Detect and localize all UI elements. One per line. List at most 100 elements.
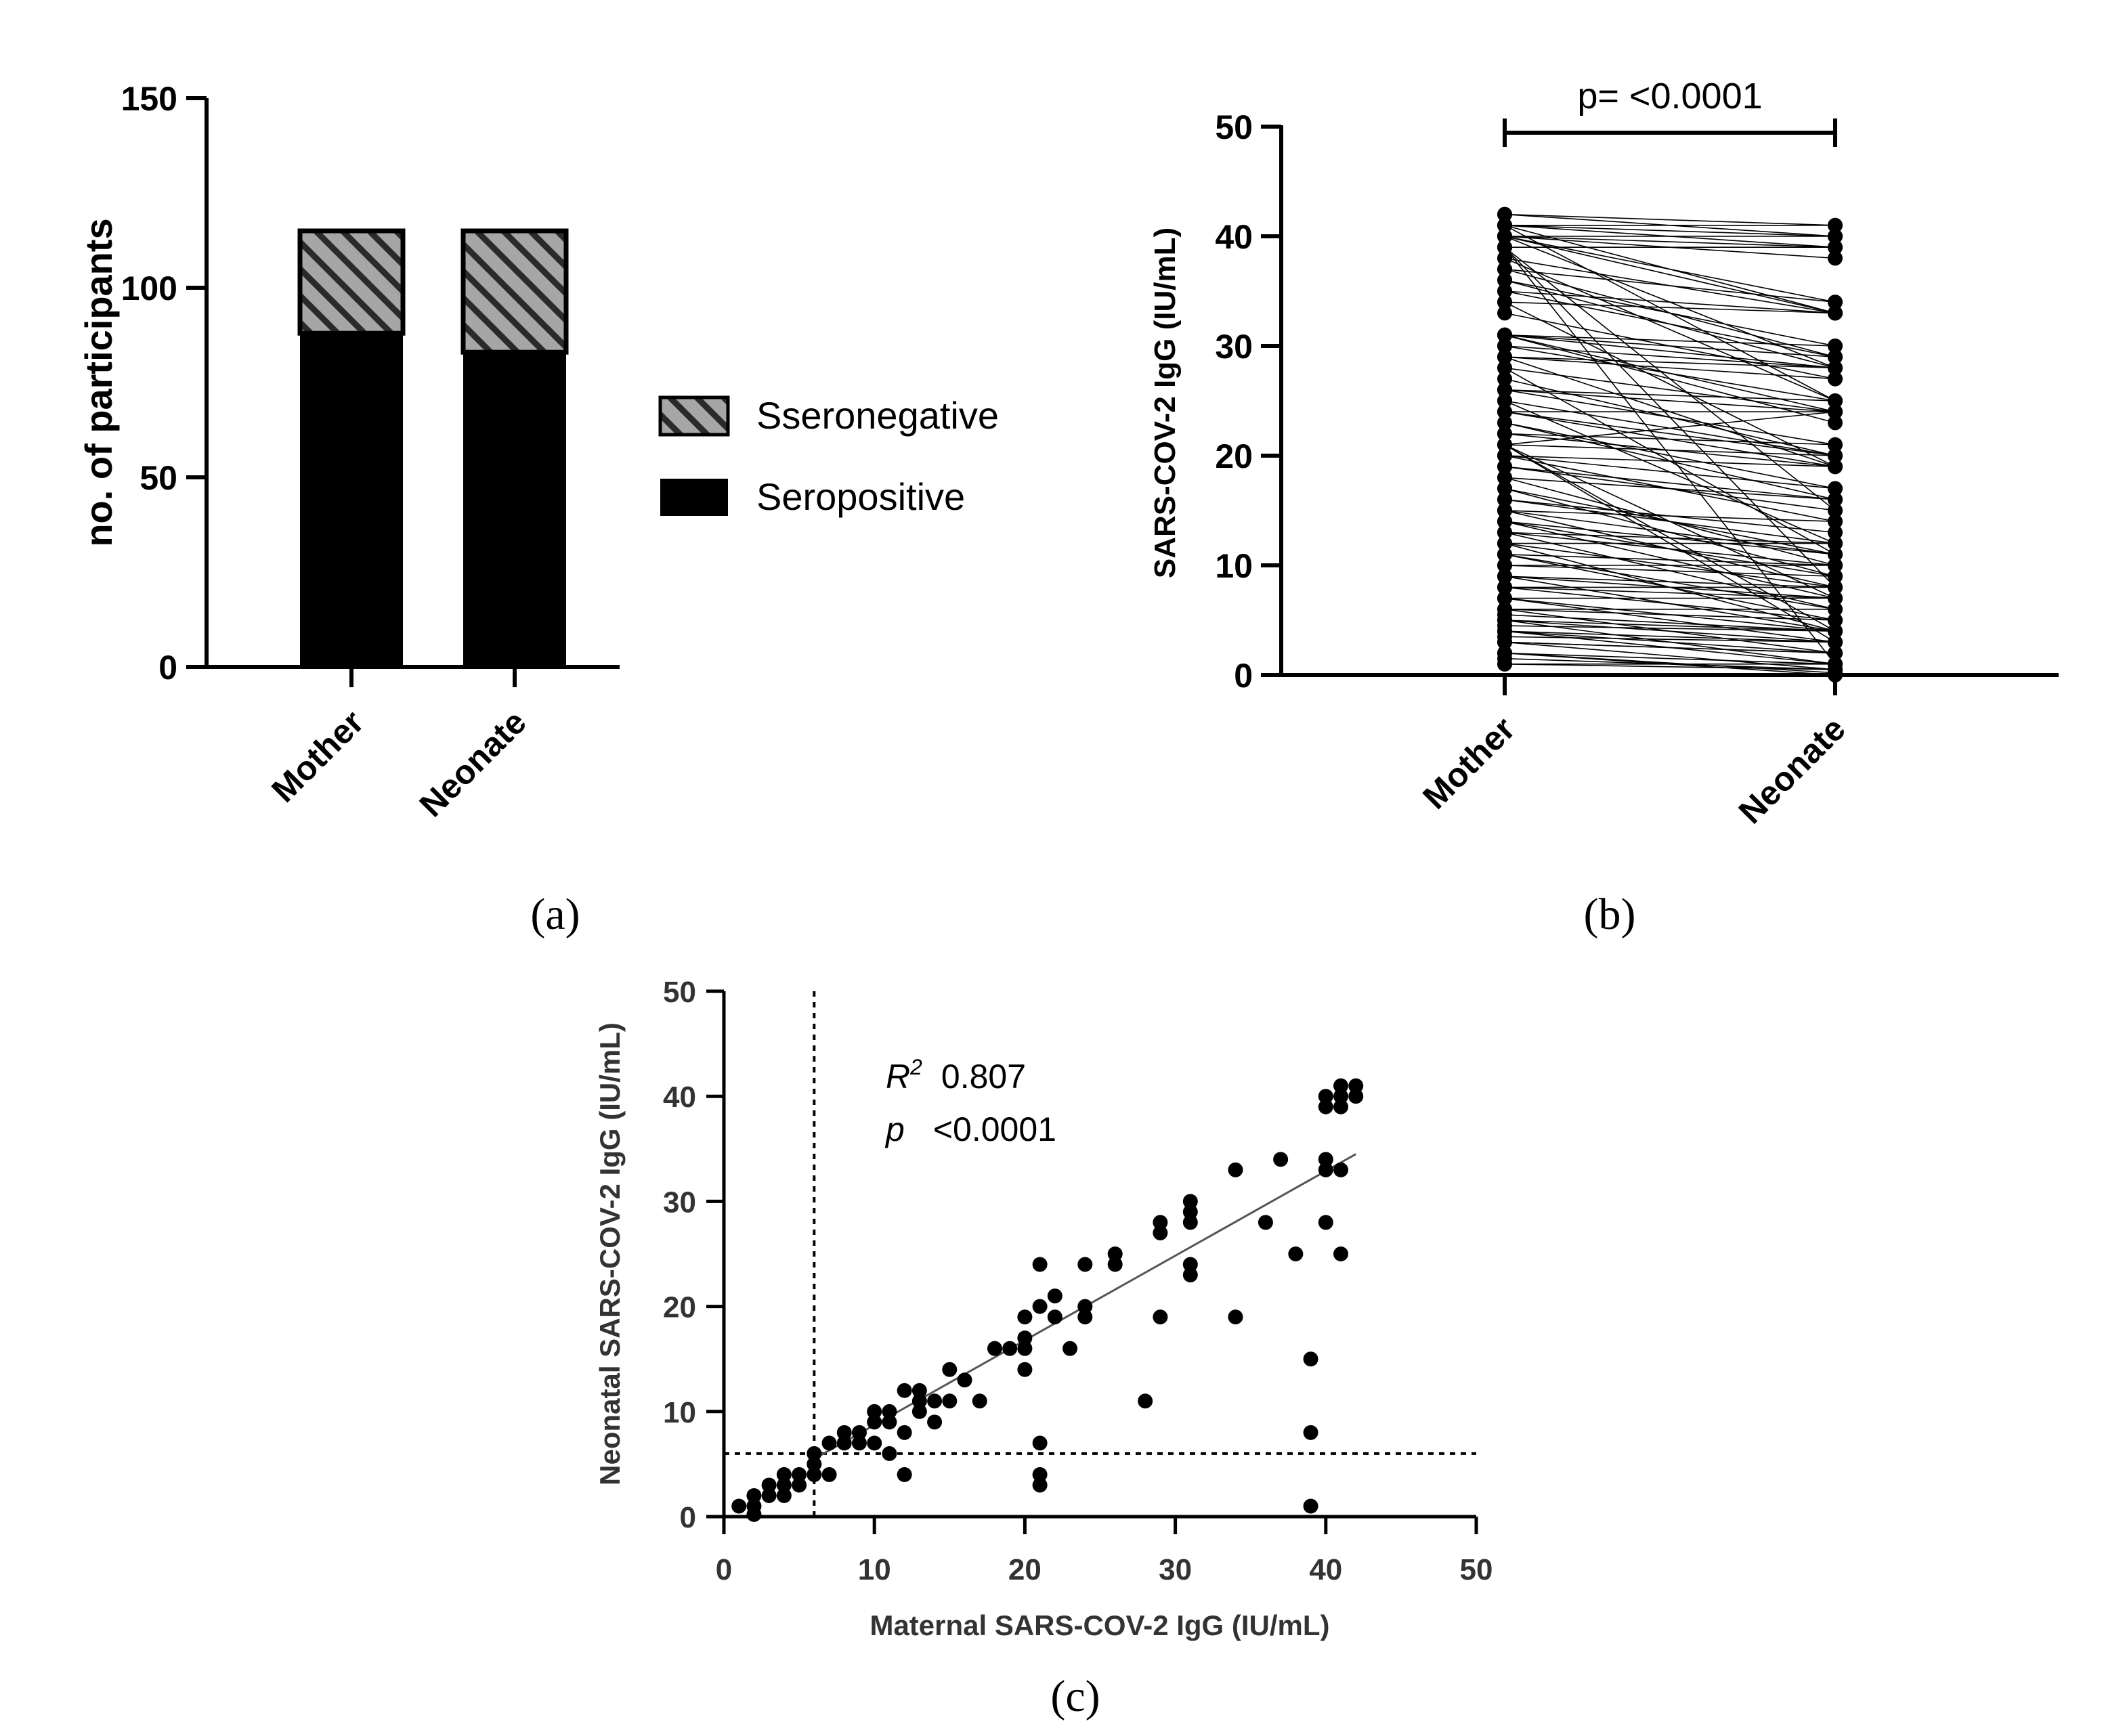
scatter-point [1348, 1089, 1364, 1104]
scatter-point [927, 1414, 943, 1430]
scatter-point [731, 1498, 747, 1514]
point-mother [1497, 546, 1512, 562]
scatter-point [882, 1404, 897, 1419]
panel-c-x-axis-title: Maternal SARS-COV-2 IgG (IU/mL) [869, 1609, 1329, 1641]
point-mother [1497, 217, 1512, 233]
point-mother [1497, 284, 1512, 299]
pair-line [1504, 257, 1836, 314]
panel-b-ytick-label: 40 [1215, 218, 1253, 256]
pair-line [1504, 400, 1836, 456]
panel-a-y-ticks: 0 50 100 150 [121, 80, 207, 687]
scatter-point [1032, 1257, 1048, 1272]
pair-line [1504, 664, 1836, 670]
scatter-point [836, 1425, 852, 1440]
point-neonate [1828, 514, 1843, 529]
scatter-point [746, 1498, 762, 1514]
scatter-point [1032, 1435, 1048, 1451]
panel-a-xlabel-neonate: Neonate [412, 703, 534, 824]
pair-line [1504, 554, 1836, 621]
pair-line [1504, 620, 1836, 632]
panel-c-xtick-label: 50 [1460, 1553, 1493, 1586]
scatter-point [911, 1404, 927, 1419]
bar-seronegative-mother [297, 228, 406, 336]
point-neonate [1828, 415, 1843, 431]
panel-a-legend: Sseronegative Seropositive [658, 394, 999, 518]
panel-c-xtick-label: 0 [716, 1553, 732, 1586]
p-label: p [884, 1110, 905, 1148]
point-mother [1497, 404, 1512, 420]
scatter-point [867, 1404, 882, 1419]
point-mother [1497, 569, 1512, 584]
scatter-point [1077, 1299, 1093, 1314]
pair-line [1504, 499, 1836, 544]
point-neonate [1828, 580, 1843, 595]
scatter-point [1017, 1362, 1033, 1377]
p-value: <0.0001 [933, 1110, 1056, 1148]
point-mother [1497, 536, 1512, 551]
point-mother [1497, 601, 1512, 617]
panel-a-bars [297, 228, 569, 667]
point-neonate [1828, 217, 1843, 233]
scatter-point [867, 1414, 882, 1430]
point-neonate [1828, 240, 1843, 255]
point-neonate [1828, 339, 1843, 353]
panel-c-xtick-label: 20 [1008, 1553, 1042, 1586]
panel-b-y-ticks: 0 10 20 30 40 50 [1215, 108, 1281, 695]
pair-line [1504, 510, 1836, 588]
scatter-point [1032, 1299, 1048, 1314]
scatter-point [761, 1488, 777, 1503]
point-mother [1497, 382, 1512, 397]
point-mother [1497, 339, 1512, 353]
scatter-point [1047, 1309, 1062, 1325]
scatter-point [1182, 1257, 1198, 1272]
pair-line [1504, 641, 1836, 670]
panel-b-ytick-label: 30 [1215, 328, 1253, 366]
point-neonate [1828, 569, 1843, 584]
pair-line [1504, 652, 1836, 665]
point-mother [1497, 470, 1512, 485]
pair-line [1504, 356, 1836, 380]
point-neonate [1828, 448, 1843, 463]
pair-line [1504, 531, 1836, 610]
scatter-point [1182, 1267, 1198, 1283]
panel-c-points [731, 1078, 1364, 1522]
panel-b-ytick-label: 10 [1215, 547, 1253, 585]
pair-line [1504, 213, 1836, 226]
point-neonate [1828, 481, 1843, 496]
pair-line [1504, 597, 1836, 643]
point-neonate [1828, 251, 1843, 266]
pair-line [1504, 345, 1836, 402]
scatter-point [1107, 1257, 1123, 1272]
scatter-point [1002, 1341, 1018, 1356]
pair-line [1504, 422, 1836, 490]
point-neonate [1828, 393, 1843, 408]
scatter-point [897, 1383, 912, 1398]
scatter-point [1333, 1089, 1349, 1104]
point-mother [1497, 360, 1512, 376]
scatter-point [1318, 1099, 1333, 1114]
point-neonate [1828, 437, 1843, 452]
pair-line [1504, 301, 1836, 467]
point-mother [1497, 240, 1512, 255]
pair-line [1504, 257, 1836, 402]
pair-line [1504, 378, 1836, 456]
point-neonate [1828, 601, 1843, 617]
scatter-point [1017, 1330, 1033, 1346]
scatter-point [987, 1341, 1002, 1356]
pair-line [1504, 620, 1836, 665]
point-mother [1497, 229, 1512, 244]
bar-seropositive-mother [300, 333, 403, 667]
pair-line [1504, 236, 1836, 248]
scatter-point [1077, 1309, 1093, 1325]
pair-line [1504, 268, 1836, 357]
scatter-point [821, 1467, 837, 1482]
scatter-point [761, 1477, 777, 1493]
point-mother [1497, 492, 1512, 507]
point-neonate [1828, 558, 1843, 573]
point-mother [1497, 437, 1512, 452]
pair-line [1504, 636, 1836, 643]
pair-line [1504, 345, 1836, 369]
point-mother [1497, 558, 1512, 573]
pair-line [1504, 290, 1836, 357]
panel-a-xlabel-mother: Mother [264, 703, 370, 809]
